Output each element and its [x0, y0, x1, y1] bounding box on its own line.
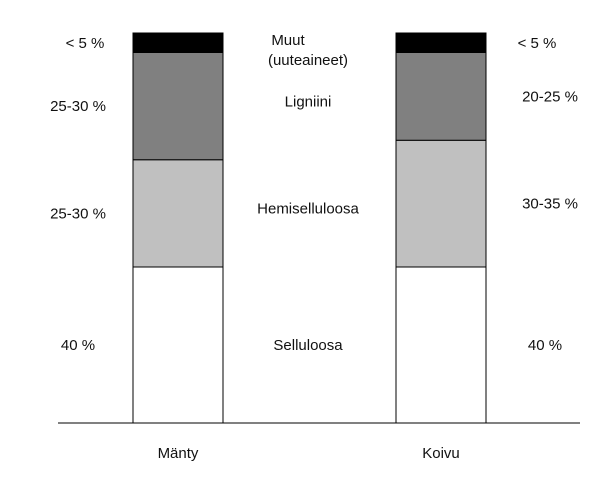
value-label-manty-hemiselluloosa: 25-30 %: [50, 205, 106, 222]
bar-segment-manty-hemiselluloosa: [132, 159, 224, 268]
bar-segment-koivu-muut-uuteaineet: [395, 32, 487, 53]
category-label-koivu: Koivu: [422, 445, 460, 462]
series-label-muut-uuteaineet: Muut (uuteaineet): [268, 32, 348, 69]
bar-segment-manty-muut-uuteaineet: [132, 32, 224, 53]
bar-segment-manty-selluloosa: [132, 266, 224, 424]
value-label-koivu-ligniini: 20-25 %: [522, 88, 578, 105]
value-label-manty-muut-uuteaineet: < 5 %: [66, 35, 105, 52]
value-label-koivu-selluloosa: 40 %: [528, 337, 562, 354]
value-label-manty-ligniini: 25-30 %: [50, 98, 106, 115]
category-label-manty: Mänty: [158, 445, 199, 462]
value-label-manty-selluloosa: 40 %: [61, 337, 95, 354]
bar-segment-koivu-selluloosa: [395, 266, 487, 424]
bar-segment-koivu-ligniini: [395, 52, 487, 141]
bar-stacks: [132, 32, 487, 424]
bar-segment-koivu-hemiselluloosa: [395, 139, 487, 268]
series-label-selluloosa: Selluloosa: [273, 337, 343, 354]
value-labels: 40 % 25-30 % 25-30 % < 5 % Mänty 40 % 30-35 % 2…: [50, 32, 578, 462]
series-label-ligniini: Ligniini: [285, 93, 332, 110]
bar-segment-manty-ligniini: [132, 52, 224, 161]
series-label-hemiselluloosa: Hemiselluloosa: [257, 201, 359, 218]
value-label-koivu-hemiselluloosa: 30-35 %: [522, 196, 578, 213]
value-label-koivu-muut-uuteaineet: < 5 %: [518, 35, 557, 52]
